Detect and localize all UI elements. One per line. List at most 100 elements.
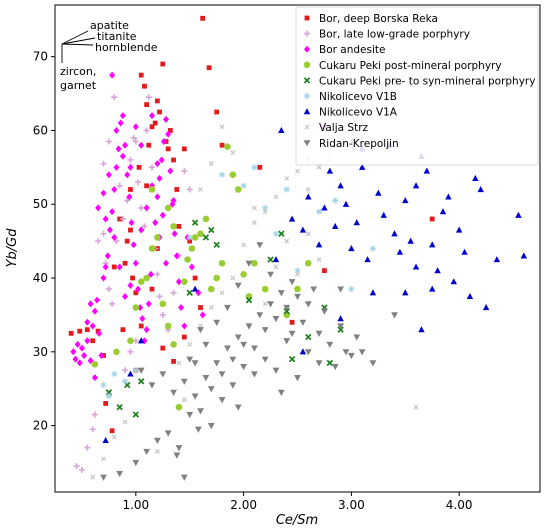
data-point: [289, 319, 295, 325]
data-point: [146, 142, 152, 148]
legend-label: Nikolicevo V1A: [319, 107, 398, 119]
data-point: [178, 304, 185, 312]
data-point: [137, 367, 145, 374]
data-point: [134, 285, 141, 293]
data-point: [284, 238, 290, 244]
data-point: [251, 220, 257, 226]
data-point: [84, 444, 91, 451]
data-point: [119, 215, 126, 222]
data-point: [141, 223, 148, 230]
data-point: [76, 359, 83, 367]
legend-label: Bor, deep Borska Reka: [319, 13, 438, 25]
data-point: [159, 371, 167, 378]
legend-label: Cukaru Peki pre- to syn-mineral porphyry: [319, 75, 535, 87]
data-point: [143, 448, 151, 456]
data-point: [77, 328, 83, 334]
data-point: [305, 333, 312, 341]
data-point: [407, 237, 414, 244]
data-point: [305, 193, 312, 200]
data-point: [192, 275, 198, 281]
data-point: [515, 211, 522, 218]
data-point: [164, 204, 172, 212]
data-point: [261, 327, 269, 334]
data-point: [127, 163, 134, 171]
data-point: [353, 219, 360, 226]
data-point: [278, 230, 285, 237]
data-point: [138, 378, 145, 385]
data-point: [72, 355, 79, 363]
data-point: [132, 138, 139, 145]
data-point: [250, 345, 258, 352]
data-point: [310, 286, 318, 293]
data-point: [149, 164, 155, 171]
data-point: [122, 419, 128, 425]
data-point: [402, 289, 409, 296]
legend-marker: [304, 15, 310, 21]
data-point: [145, 94, 152, 101]
data-point: [170, 223, 177, 230]
data-point: [316, 164, 322, 170]
data-point: [181, 334, 187, 340]
data-point: [109, 428, 115, 434]
data-point: [181, 168, 188, 175]
data-point: [138, 323, 144, 329]
data-point: [434, 267, 441, 274]
data-point: [78, 344, 85, 352]
data-point: [109, 208, 116, 216]
data-point: [73, 463, 80, 470]
data-point: [111, 264, 117, 270]
data-point: [439, 208, 447, 215]
data-point: [219, 290, 225, 296]
data-point: [181, 146, 187, 152]
data-point: [234, 404, 242, 411]
data-point: [109, 71, 116, 79]
data-point: [230, 150, 236, 156]
data-point: [157, 109, 162, 115]
data-point: [375, 189, 382, 196]
data-point: [143, 204, 150, 212]
data-point: [122, 292, 129, 300]
data-point: [202, 215, 210, 223]
data-point: [213, 274, 220, 282]
data-point: [180, 474, 188, 481]
data-point: [132, 259, 139, 267]
data-point: [294, 267, 301, 274]
data-point: [124, 197, 131, 204]
legend-label: Ridan-Krepoljin: [319, 138, 399, 150]
data-point: [90, 338, 96, 344]
data-point: [104, 252, 111, 260]
data-point: [116, 263, 123, 271]
data-point: [134, 179, 141, 186]
data-point: [138, 204, 145, 211]
data-point: [103, 401, 109, 406]
data-point: [160, 61, 166, 67]
data-point: [316, 208, 323, 215]
data-point: [261, 356, 269, 363]
data-point: [272, 256, 280, 263]
data-point: [159, 311, 166, 318]
data-point: [206, 65, 212, 71]
data-point: [139, 315, 146, 323]
data-point: [98, 351, 105, 359]
data-point: [176, 360, 182, 366]
data-point: [113, 238, 120, 245]
data-point: [116, 182, 123, 189]
legend-marker: [304, 45, 310, 53]
data-point: [194, 426, 202, 433]
series-2: [73, 94, 193, 473]
data-point: [342, 200, 350, 207]
data-point: [148, 186, 156, 193]
data-point: [299, 319, 307, 326]
data-point: [322, 268, 327, 274]
data-point: [122, 367, 129, 374]
data-point: [154, 160, 161, 168]
data-point: [321, 204, 328, 211]
data-point: [208, 305, 214, 310]
data-point: [245, 323, 253, 330]
data-point: [122, 141, 129, 149]
data-point: [267, 301, 274, 308]
data-point: [262, 204, 269, 211]
data-point: [295, 168, 300, 174]
series-9: [100, 242, 398, 481]
data-point: [130, 275, 135, 281]
